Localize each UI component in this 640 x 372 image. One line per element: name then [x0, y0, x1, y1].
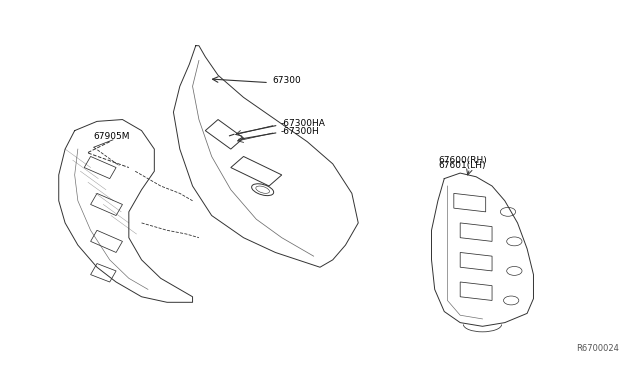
- Text: R6700024: R6700024: [577, 344, 620, 353]
- Text: 67600(RH): 67600(RH): [438, 155, 486, 165]
- Text: -67300HA: -67300HA: [280, 119, 325, 128]
- Text: 67601(LH): 67601(LH): [438, 161, 485, 170]
- Text: 67300: 67300: [272, 76, 301, 85]
- Text: -67300H: -67300H: [280, 127, 319, 136]
- Text: 67905M: 67905M: [94, 132, 131, 141]
